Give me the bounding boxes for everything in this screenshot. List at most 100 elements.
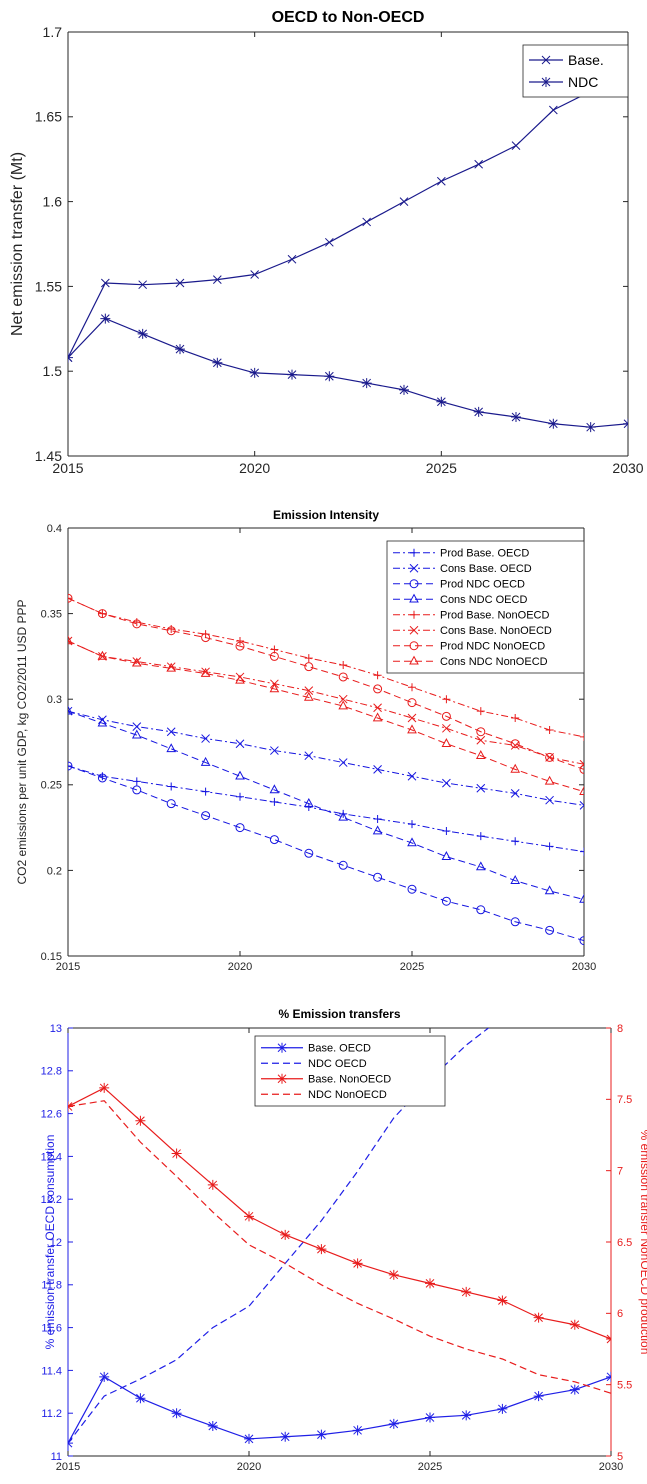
data-point [442, 695, 451, 704]
data-point [373, 765, 382, 774]
data-point [235, 672, 245, 682]
data-point [97, 650, 108, 660]
data-point [212, 275, 222, 284]
chart-title: % Emission transfers [278, 1007, 400, 1021]
data-point [270, 746, 279, 755]
data-point [201, 633, 211, 643]
data-point [99, 1371, 110, 1382]
data-point [475, 750, 486, 759]
data-point [303, 797, 314, 807]
series-line-4 [68, 1100, 611, 1394]
data-point [407, 698, 417, 708]
data-point [362, 217, 372, 227]
data-point [441, 711, 451, 721]
data-point [579, 800, 584, 810]
data-point [399, 384, 409, 395]
chart-title: OECD to Non-OECD [272, 9, 425, 26]
data-point [548, 105, 558, 115]
data-point [132, 777, 141, 786]
data-point [280, 1431, 291, 1442]
data-point [474, 159, 484, 169]
data-point [408, 820, 416, 829]
data-point [97, 609, 107, 619]
data-point [579, 936, 584, 946]
data-point [132, 619, 142, 629]
x-tick-label: 2015 [52, 460, 83, 476]
series-line-7 [68, 597, 584, 770]
data-point [510, 739, 520, 749]
data-point [548, 418, 559, 429]
x-tick-label: 2030 [599, 1461, 623, 1473]
data-point [200, 756, 211, 766]
data-point [166, 743, 177, 753]
data-point [442, 827, 451, 836]
data-point [270, 797, 279, 806]
y-tick-label-right: 5 [617, 1451, 623, 1463]
y-axis-label-right: % emission transfer NonOECD production [638, 1130, 647, 1355]
data-point [339, 809, 348, 818]
data-point [510, 763, 521, 773]
data-point [476, 707, 485, 716]
data-point [201, 811, 211, 821]
data-point [236, 792, 244, 801]
legend-label: Base. OECD [308, 1043, 371, 1055]
y-tick-label-right: 5.5 [617, 1380, 632, 1392]
chart-panel-2: Emission Intensity 2015 2020 2025 2030 0.15 0.… [15, 508, 596, 973]
data-point [476, 727, 486, 737]
data-point [166, 799, 176, 809]
data-point [579, 764, 584, 774]
data-point [166, 626, 176, 636]
data-point [303, 691, 314, 701]
data-point [250, 270, 260, 279]
legend-marker [409, 655, 419, 665]
series-line-5 [68, 597, 584, 738]
data-point [545, 842, 554, 851]
x-tick-label: 2020 [237, 1461, 261, 1473]
data-point [324, 371, 335, 382]
data-point [585, 422, 596, 433]
data-point [131, 657, 142, 667]
data-point [339, 660, 348, 669]
data-point [304, 662, 314, 672]
legend-label: Base. [568, 52, 604, 68]
data-point [511, 714, 520, 723]
data-point [373, 684, 383, 694]
y-tick-label-right: 7.5 [617, 1094, 632, 1106]
data-point [511, 837, 520, 846]
data-point [408, 683, 416, 692]
data-point [511, 411, 521, 422]
data-point [510, 875, 521, 884]
data-point [97, 717, 108, 727]
y-tick-label-right: 8 [617, 1023, 623, 1035]
data-point [579, 893, 584, 903]
y-tick-label: 0.3 [47, 694, 62, 706]
data-point [244, 1211, 254, 1222]
data-point [269, 835, 279, 845]
data-point [352, 1425, 363, 1436]
legend-marker [277, 1073, 287, 1084]
data-point [235, 674, 245, 684]
data-point [201, 787, 210, 796]
series-line-1 [68, 60, 628, 358]
legend-label: Prod Base. OECD [440, 548, 529, 560]
data-point [135, 1393, 146, 1404]
data-point [545, 752, 555, 762]
y-tick-label: 1.6 [43, 194, 63, 210]
data-point [201, 734, 210, 743]
plot-area [68, 1028, 611, 1449]
y-tick-label: 12.8 [41, 1066, 62, 1078]
y-tick-label: 1.45 [35, 448, 62, 464]
data-point [436, 176, 446, 186]
legend-marker [409, 593, 419, 603]
data-point [235, 641, 245, 651]
data-point [171, 1408, 182, 1419]
series-line-4 [68, 710, 584, 900]
legend-label: Cons NDC OECD [440, 594, 527, 606]
data-point [442, 723, 451, 733]
y-tick-label: 0.4 [47, 523, 62, 535]
data-point [388, 1269, 399, 1280]
data-point [399, 197, 409, 206]
legend-label: Prod Base. NonOECD [440, 610, 549, 622]
data-point [236, 636, 244, 645]
y-tick-label: 11.8 [41, 1280, 62, 1292]
